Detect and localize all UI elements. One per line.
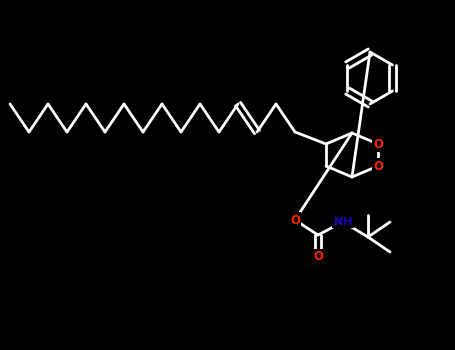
Text: O: O [373,160,383,173]
Text: NH: NH [334,217,352,227]
Text: O: O [373,138,383,150]
Text: O: O [290,214,300,226]
Text: O: O [313,251,323,264]
